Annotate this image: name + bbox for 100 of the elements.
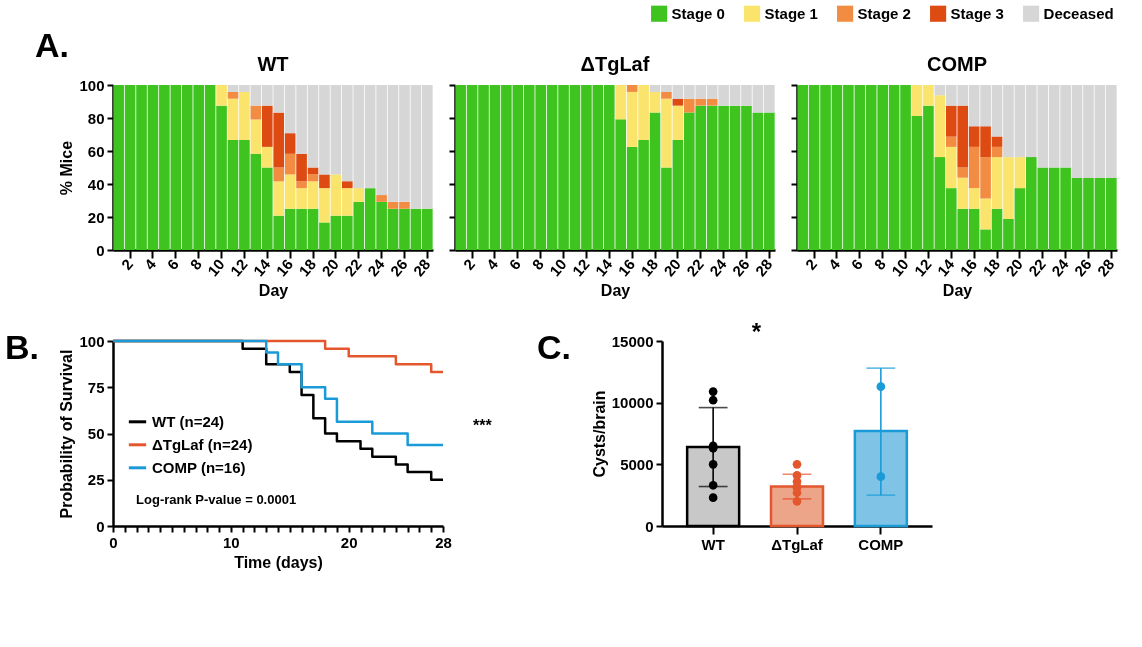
x-tick-label: 20	[660, 255, 685, 280]
x-axis-title: Day	[600, 282, 631, 300]
y-tick-label: 0	[96, 517, 105, 535]
x-tick-label: 28	[435, 533, 452, 551]
x-tick-label: 12	[568, 255, 593, 280]
legend-label: Deceased	[1043, 4, 1114, 22]
x-tick-label: 24	[705, 255, 731, 280]
x-tick-label: 28	[409, 255, 434, 280]
y-axis-title: % Mice	[58, 140, 76, 196]
x-tick-label: 10	[223, 533, 240, 551]
x-tick-label: 8	[186, 255, 205, 274]
text: ***	[473, 417, 493, 435]
x-axis-title: Day	[258, 282, 289, 300]
legend-label: Stage 3	[950, 4, 1004, 22]
legend-label: ΔTgLaf (n=24)	[152, 435, 253, 453]
x-tick-label: 22	[683, 255, 707, 280]
y-tick-label: 5000	[620, 455, 654, 473]
x-tick-label: 6	[505, 255, 524, 274]
bar	[342, 181, 353, 189]
x-tick-label: 16	[956, 255, 981, 280]
y-tick-label: 10000	[611, 394, 654, 412]
y-axis-title: Cysts/brain	[590, 390, 608, 478]
y-tick-label: 25	[87, 471, 105, 489]
x-tick-label: 16	[272, 255, 297, 280]
y-axis-title: Probability of Survival	[58, 349, 76, 519]
bar	[376, 195, 387, 202]
bar	[319, 174, 330, 189]
x-tick-label: 20	[1002, 255, 1027, 280]
x-tick-label: 18	[295, 255, 320, 280]
annotation: Log-rank P-value = 0.0001	[136, 492, 297, 507]
x-tick-label: 26	[728, 255, 753, 280]
x-tick-label: 20	[340, 533, 358, 551]
x-tick-label: 2	[801, 255, 821, 274]
chart-title: COMP	[927, 53, 987, 75]
x-tick-label: 4	[140, 255, 160, 274]
y-tick-label: 15000	[611, 332, 654, 350]
bar	[769, 485, 825, 528]
legend-label: Stage 0	[671, 4, 725, 22]
x-tick-label: 6	[847, 255, 866, 274]
legend-label: WT (n=24)	[152, 412, 225, 430]
text: A.	[35, 26, 69, 64]
legend-label: Stage 2	[857, 4, 911, 22]
x-tick-label: 14	[933, 255, 958, 280]
x-tick-label: ΔTgLaf	[771, 535, 824, 553]
bar	[296, 181, 307, 189]
x-tick-label: 8	[870, 255, 889, 274]
bar	[661, 91, 672, 99]
y-tick-label: 50	[87, 425, 105, 442]
x-tick-label: 18	[979, 255, 1004, 280]
x-tick-label: 28	[751, 255, 776, 280]
bar	[227, 91, 239, 99]
x-tick-label: 6	[163, 255, 182, 274]
x-tick-label: 16	[614, 255, 639, 280]
x-tick-label: 14	[591, 255, 616, 280]
y-tick-label: 100	[79, 76, 105, 94]
x-tick-label: 14	[249, 255, 274, 280]
x-tick-label: 26	[386, 255, 411, 280]
x-tick-label: 0	[109, 533, 118, 551]
chart-title: ΔTgLaf	[580, 53, 650, 75]
y-tick-label: 80	[87, 109, 105, 127]
x-tick-label: 10	[887, 255, 912, 280]
x-tick-label: 18	[637, 255, 662, 280]
y-tick-label: 0	[96, 241, 105, 259]
legend-label: Stage 1	[764, 4, 818, 22]
x-tick-label: 2	[117, 255, 137, 274]
legend-label: COMP (n=16)	[152, 458, 246, 476]
y-tick-label: 100	[79, 332, 105, 350]
y-tick-label: 40	[87, 175, 105, 193]
y-tick-label: 75	[87, 378, 105, 396]
annotation: *	[751, 318, 762, 345]
text: B.	[5, 328, 39, 366]
x-axis-title: Day	[942, 282, 973, 300]
bar	[991, 146, 1003, 158]
bar	[672, 98, 684, 106]
bar	[945, 136, 957, 147]
x-tick-label: 28	[1093, 255, 1118, 280]
x-tick-label: 20	[318, 255, 343, 280]
y-tick-label: 60	[87, 142, 105, 160]
x-tick-label: 24	[1047, 255, 1073, 280]
x-tick-label: 10	[545, 255, 570, 280]
bar	[626, 85, 638, 92]
x-tick-label: 12	[226, 255, 251, 280]
x-tick-label: 4	[482, 255, 502, 274]
bar	[307, 174, 319, 182]
x-tick-label: 22	[1025, 255, 1049, 280]
x-tick-label: 2	[459, 255, 479, 274]
text: C.	[537, 328, 571, 366]
x-tick-label: 26	[1070, 255, 1095, 280]
chart-title: WT	[257, 53, 289, 75]
x-tick-label: 10	[203, 255, 228, 280]
x-tick-label: 4	[824, 255, 844, 274]
x-tick-label: 22	[341, 255, 365, 280]
x-tick-label: 12	[910, 255, 935, 280]
x-axis-title: Time (days)	[234, 553, 323, 571]
x-tick-label: WT	[701, 535, 725, 553]
x-tick-label: 8	[528, 255, 547, 274]
y-tick-label: 20	[87, 208, 105, 226]
y-tick-label: 0	[645, 517, 654, 535]
x-tick-label: COMP	[858, 535, 904, 553]
x-tick-label: 24	[363, 255, 389, 280]
